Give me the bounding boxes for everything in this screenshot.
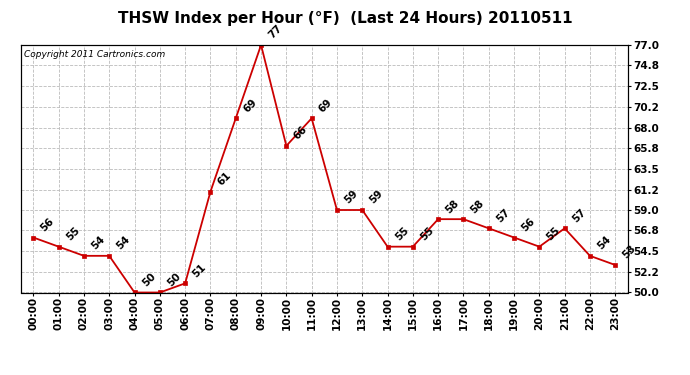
Text: 53: 53: [621, 243, 638, 261]
Text: 58: 58: [444, 198, 461, 215]
Text: Copyright 2011 Cartronics.com: Copyright 2011 Cartronics.com: [23, 50, 165, 59]
Text: 57: 57: [494, 207, 512, 224]
Text: 55: 55: [64, 225, 81, 243]
Text: 56: 56: [39, 216, 56, 233]
Text: 54: 54: [90, 234, 107, 252]
Text: 69: 69: [317, 97, 335, 114]
Text: 50: 50: [166, 271, 183, 288]
Text: 54: 54: [115, 234, 132, 252]
Text: 55: 55: [393, 225, 411, 243]
Text: 54: 54: [595, 234, 613, 252]
Text: 59: 59: [342, 189, 359, 206]
Text: 58: 58: [469, 198, 486, 215]
Text: 61: 61: [216, 170, 233, 188]
Text: 69: 69: [241, 97, 259, 114]
Text: 66: 66: [292, 124, 309, 142]
Text: 51: 51: [190, 262, 208, 279]
Text: 56: 56: [520, 216, 537, 233]
Text: 55: 55: [418, 225, 435, 243]
Text: 77: 77: [266, 23, 284, 41]
Text: 50: 50: [140, 271, 157, 288]
Text: THSW Index per Hour (°F)  (Last 24 Hours) 20110511: THSW Index per Hour (°F) (Last 24 Hours)…: [118, 11, 572, 26]
Text: 59: 59: [368, 189, 385, 206]
Text: 55: 55: [545, 225, 562, 243]
Text: 57: 57: [570, 207, 588, 224]
